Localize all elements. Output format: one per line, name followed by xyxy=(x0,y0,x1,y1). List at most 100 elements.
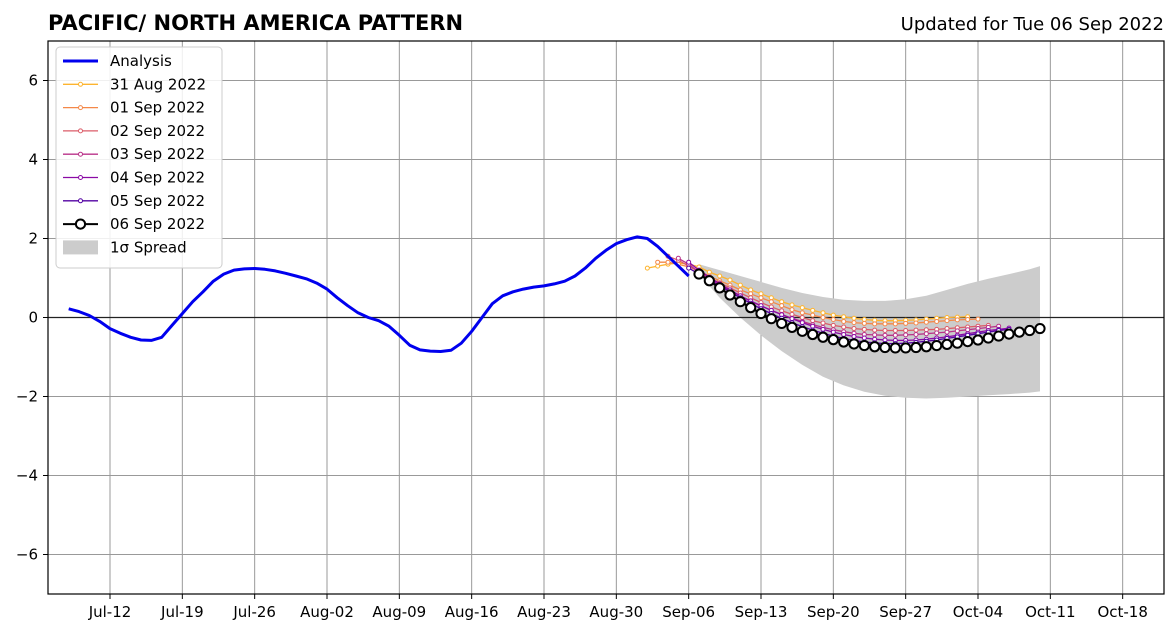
analysis-line-layer xyxy=(68,235,690,353)
forecast-point xyxy=(737,282,743,288)
x-tick-label: Aug-09 xyxy=(372,603,426,621)
forecast-point xyxy=(858,339,870,352)
forecast-point xyxy=(717,273,723,279)
forecast-point xyxy=(838,336,850,348)
x-axis-ticks: Jul-12 Jul-19 Jul-26 Aug-02 Aug-09 Aug-16 Aug-… xyxy=(88,594,1148,621)
forecast-point xyxy=(954,317,960,323)
forecast-point xyxy=(975,316,981,322)
forecast-point xyxy=(972,334,984,346)
legend-marker xyxy=(78,198,83,204)
forecast-point xyxy=(827,334,839,346)
spread-band-layer xyxy=(699,264,1040,399)
legend-label: 01 Sep 2022 xyxy=(110,99,205,117)
forecast-point xyxy=(686,259,692,265)
forecast-point xyxy=(889,342,901,354)
forecast-point xyxy=(779,299,785,305)
x-tick-label: Sep-13 xyxy=(735,603,788,621)
forecast-point xyxy=(861,316,867,322)
forecast-point xyxy=(1024,324,1036,337)
forecast-lines-layer xyxy=(644,253,1046,354)
forecast-point xyxy=(817,331,829,343)
forecast-point xyxy=(965,327,971,333)
x-tick-label: Jul-12 xyxy=(88,603,132,621)
forecast-point xyxy=(703,275,715,287)
forecast-point xyxy=(768,299,774,305)
forecast-point xyxy=(941,338,953,350)
forecast-point xyxy=(944,329,950,335)
forecast-point xyxy=(727,277,733,283)
forecast-point xyxy=(799,315,805,320)
forecast-point xyxy=(962,335,974,348)
forecast-point xyxy=(810,312,816,318)
forecast-point xyxy=(861,326,867,332)
forecast-point xyxy=(934,330,940,336)
forecast-point xyxy=(982,332,994,344)
legend-marker xyxy=(78,105,83,111)
legend-label: 02 Sep 2022 xyxy=(110,122,205,140)
forecast-point xyxy=(841,318,847,324)
forecast-point xyxy=(882,328,888,334)
forecast-point xyxy=(820,320,826,326)
legend-label: 05 Sep 2022 xyxy=(110,192,205,210)
forecast-point xyxy=(786,321,798,333)
forecast-point xyxy=(1003,328,1015,340)
forecast-point xyxy=(851,315,857,321)
x-tick-label: Aug-23 xyxy=(517,603,571,621)
forecast-point xyxy=(724,289,736,301)
forecast-point xyxy=(910,341,922,354)
legend-marker xyxy=(78,128,83,134)
y-axis-ticks: −6 −4 −2 0 2 4 6 xyxy=(16,72,48,564)
legend-box xyxy=(55,46,223,269)
forecast-point xyxy=(693,268,705,280)
legend-swatch xyxy=(63,240,98,255)
forecast-point xyxy=(665,259,671,265)
forecast-point xyxy=(779,303,785,309)
forecast-point xyxy=(851,333,857,339)
forecast-point xyxy=(841,314,847,320)
forecast-point xyxy=(799,305,805,311)
legend-label: 1σ Spread xyxy=(110,238,187,256)
x-tick-label: Oct-18 xyxy=(1097,603,1147,621)
legend-marker xyxy=(74,218,87,230)
forecast-point xyxy=(1034,322,1046,335)
forecast-point xyxy=(807,328,819,341)
forecast-point xyxy=(965,316,971,322)
forecast-point xyxy=(892,332,898,338)
forecast-point xyxy=(920,341,932,353)
forecast-point xyxy=(714,282,726,294)
updated-label: Updated for Tue 06 Sep 2022 xyxy=(901,14,1164,35)
forecast-point xyxy=(944,318,950,324)
forecast-point xyxy=(789,307,795,313)
forecast-point xyxy=(765,313,777,325)
forecast-point xyxy=(799,320,805,326)
plot-frame xyxy=(47,40,1165,595)
forecast-point xyxy=(903,332,909,338)
chart-title: PACIFIC/ NORTH AMERICA PATTERN xyxy=(48,11,463,35)
x-tick-label: Aug-30 xyxy=(589,603,643,621)
forecast-point xyxy=(869,341,881,353)
forecast-point xyxy=(734,296,746,308)
legend-label: 31 Aug 2022 xyxy=(110,75,206,93)
forecast-point xyxy=(810,323,816,329)
forecast-point xyxy=(892,328,898,334)
forecast-point xyxy=(789,311,795,317)
x-tick-label: Jul-26 xyxy=(232,603,276,621)
forecast-point xyxy=(892,321,898,327)
forecast-point xyxy=(954,328,960,334)
y-tick-label: 4 xyxy=(28,151,38,169)
forecast-point xyxy=(745,302,757,314)
forecast-point xyxy=(848,338,860,350)
forecast-point xyxy=(1013,326,1025,338)
forecast-point xyxy=(655,263,661,269)
forecast-point xyxy=(655,259,661,265)
forecast-point xyxy=(903,320,909,326)
forecast-point xyxy=(799,310,805,316)
forecast-point xyxy=(830,322,836,328)
legend-marker xyxy=(78,81,83,87)
forecast-point xyxy=(993,330,1005,342)
x-tick-label: Oct-11 xyxy=(1025,603,1075,621)
x-tick-label: Aug-16 xyxy=(445,603,499,621)
forecast-point xyxy=(644,265,650,271)
forecast-point xyxy=(820,315,826,320)
